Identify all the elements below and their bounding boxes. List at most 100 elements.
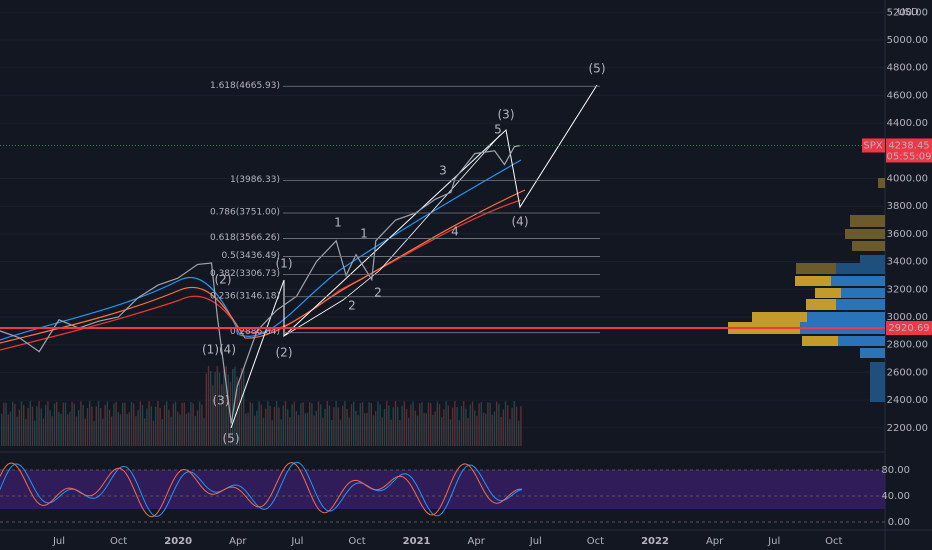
volume-bar bbox=[405, 408, 408, 446]
stochastic-line bbox=[0, 462, 523, 518]
volume-bar bbox=[179, 414, 181, 446]
volume-bar bbox=[394, 401, 397, 446]
volume-bar bbox=[309, 402, 311, 446]
wave-label: (2) bbox=[215, 273, 232, 287]
time-label: 2021 bbox=[403, 536, 431, 547]
volume-bar bbox=[511, 407, 513, 446]
volume-bar bbox=[155, 406, 157, 446]
volume-bar bbox=[273, 407, 276, 446]
price-tick-label: 2400.00 bbox=[887, 395, 928, 406]
wave-label: 3 bbox=[439, 164, 447, 178]
volume-bar bbox=[454, 401, 456, 446]
wave-lines bbox=[230, 84, 598, 429]
volume-bar bbox=[498, 403, 500, 446]
wave-channel bbox=[283, 134, 501, 337]
wave-label: (5) bbox=[589, 62, 606, 76]
volume-bar bbox=[482, 412, 485, 446]
volume-bar bbox=[504, 401, 507, 446]
vp-bar bbox=[796, 263, 836, 274]
volume-bar bbox=[84, 418, 86, 446]
volume-bar bbox=[258, 401, 260, 446]
indicator-tick-label: 40.00 bbox=[881, 491, 910, 502]
volume-bar bbox=[130, 401, 133, 446]
volume-bar bbox=[3, 402, 5, 446]
volume-bar bbox=[119, 414, 122, 446]
volume-bar bbox=[326, 401, 328, 446]
volume-bar bbox=[40, 408, 42, 446]
wave-label: (1)(4) bbox=[202, 343, 236, 357]
volume-bar bbox=[210, 371, 212, 446]
volume-bar bbox=[410, 404, 412, 446]
volume-bar bbox=[27, 407, 29, 446]
vp-bar bbox=[802, 336, 838, 346]
time-label: Apr bbox=[229, 536, 247, 547]
wave-label: (3) bbox=[213, 394, 230, 408]
wave-label: (2) bbox=[276, 346, 293, 360]
volume-bar bbox=[438, 404, 441, 446]
volume-bar bbox=[221, 384, 223, 446]
volume-bar bbox=[223, 370, 225, 446]
volume-bar bbox=[207, 366, 210, 446]
volume-bar bbox=[392, 407, 394, 446]
vp-bar bbox=[850, 215, 885, 227]
vp-bar bbox=[860, 348, 885, 358]
volume-bar bbox=[240, 367, 243, 446]
volume-bar bbox=[124, 402, 126, 446]
volume-bar bbox=[445, 401, 447, 446]
volume-bar bbox=[265, 408, 267, 446]
volume-bar bbox=[254, 415, 256, 446]
volume-bar bbox=[284, 401, 287, 446]
volume-bar bbox=[348, 417, 350, 446]
volume-bar bbox=[467, 418, 469, 446]
volume-bar bbox=[9, 411, 12, 446]
volume-bar bbox=[441, 417, 443, 446]
volume-bar bbox=[513, 401, 515, 446]
vp-bar bbox=[841, 288, 885, 298]
volume-bar bbox=[159, 407, 161, 446]
volume-bar bbox=[293, 401, 295, 446]
volume-bar bbox=[34, 420, 36, 446]
volume-bar bbox=[245, 413, 247, 446]
volume-bar bbox=[20, 401, 23, 446]
last-price-label: 4238.45 bbox=[888, 140, 929, 151]
volume-bar bbox=[449, 419, 452, 446]
volume-bar bbox=[313, 415, 315, 446]
vp-bar bbox=[845, 229, 885, 239]
volume-bar bbox=[163, 405, 166, 446]
volume-bar bbox=[225, 366, 227, 446]
symbol-label: SPX bbox=[863, 140, 882, 151]
volume-bar bbox=[339, 419, 342, 446]
stochastic-line bbox=[0, 461, 523, 517]
price-tag bbox=[886, 138, 932, 163]
volume-bar bbox=[49, 410, 51, 446]
volume-bar bbox=[485, 413, 487, 446]
vp-bar bbox=[806, 299, 836, 310]
volume-bar bbox=[172, 403, 174, 446]
volume-bar bbox=[320, 404, 322, 446]
volume-bar bbox=[93, 420, 95, 446]
volume-bar bbox=[166, 401, 168, 446]
volume-bar bbox=[480, 402, 482, 446]
volume-bar bbox=[69, 411, 71, 446]
volume-bar bbox=[203, 418, 205, 446]
wave-label: 1 bbox=[334, 216, 342, 230]
volume-bar bbox=[188, 412, 190, 446]
volume-bar bbox=[401, 405, 403, 446]
volume-bar bbox=[390, 419, 392, 446]
volume-bar bbox=[287, 409, 289, 446]
volume-bar bbox=[282, 405, 284, 446]
volume-bar bbox=[214, 371, 216, 446]
volume-bar bbox=[496, 401, 498, 446]
volume-bar bbox=[60, 414, 62, 446]
volume-bar bbox=[181, 402, 183, 446]
volume-bar bbox=[262, 417, 265, 446]
volume-bar bbox=[432, 414, 434, 446]
volume-bar bbox=[150, 406, 152, 446]
volume-bar bbox=[430, 402, 432, 446]
volume-bar bbox=[238, 379, 240, 446]
volume-bar bbox=[335, 401, 337, 446]
volume-bar bbox=[113, 403, 115, 446]
volume-bar bbox=[515, 406, 518, 446]
fib-label: 0.236(3146.18) bbox=[210, 291, 280, 301]
